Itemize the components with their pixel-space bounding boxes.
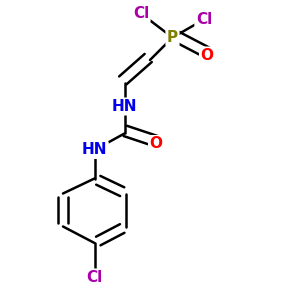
Text: HN: HN <box>82 142 107 158</box>
Text: O: O <box>149 136 163 152</box>
Text: Cl: Cl <box>133 6 149 21</box>
Text: O: O <box>149 136 163 152</box>
Text: O: O <box>200 48 214 63</box>
Text: P: P <box>167 30 178 45</box>
Text: P: P <box>167 30 178 45</box>
Text: Cl: Cl <box>196 12 212 27</box>
Text: HN: HN <box>82 142 107 158</box>
Text: Cl: Cl <box>86 270 103 285</box>
Text: HN: HN <box>112 99 137 114</box>
Text: Cl: Cl <box>196 12 212 27</box>
Text: Cl: Cl <box>86 270 103 285</box>
Text: O: O <box>200 48 214 63</box>
Text: HN: HN <box>112 99 137 114</box>
Text: Cl: Cl <box>133 6 149 21</box>
